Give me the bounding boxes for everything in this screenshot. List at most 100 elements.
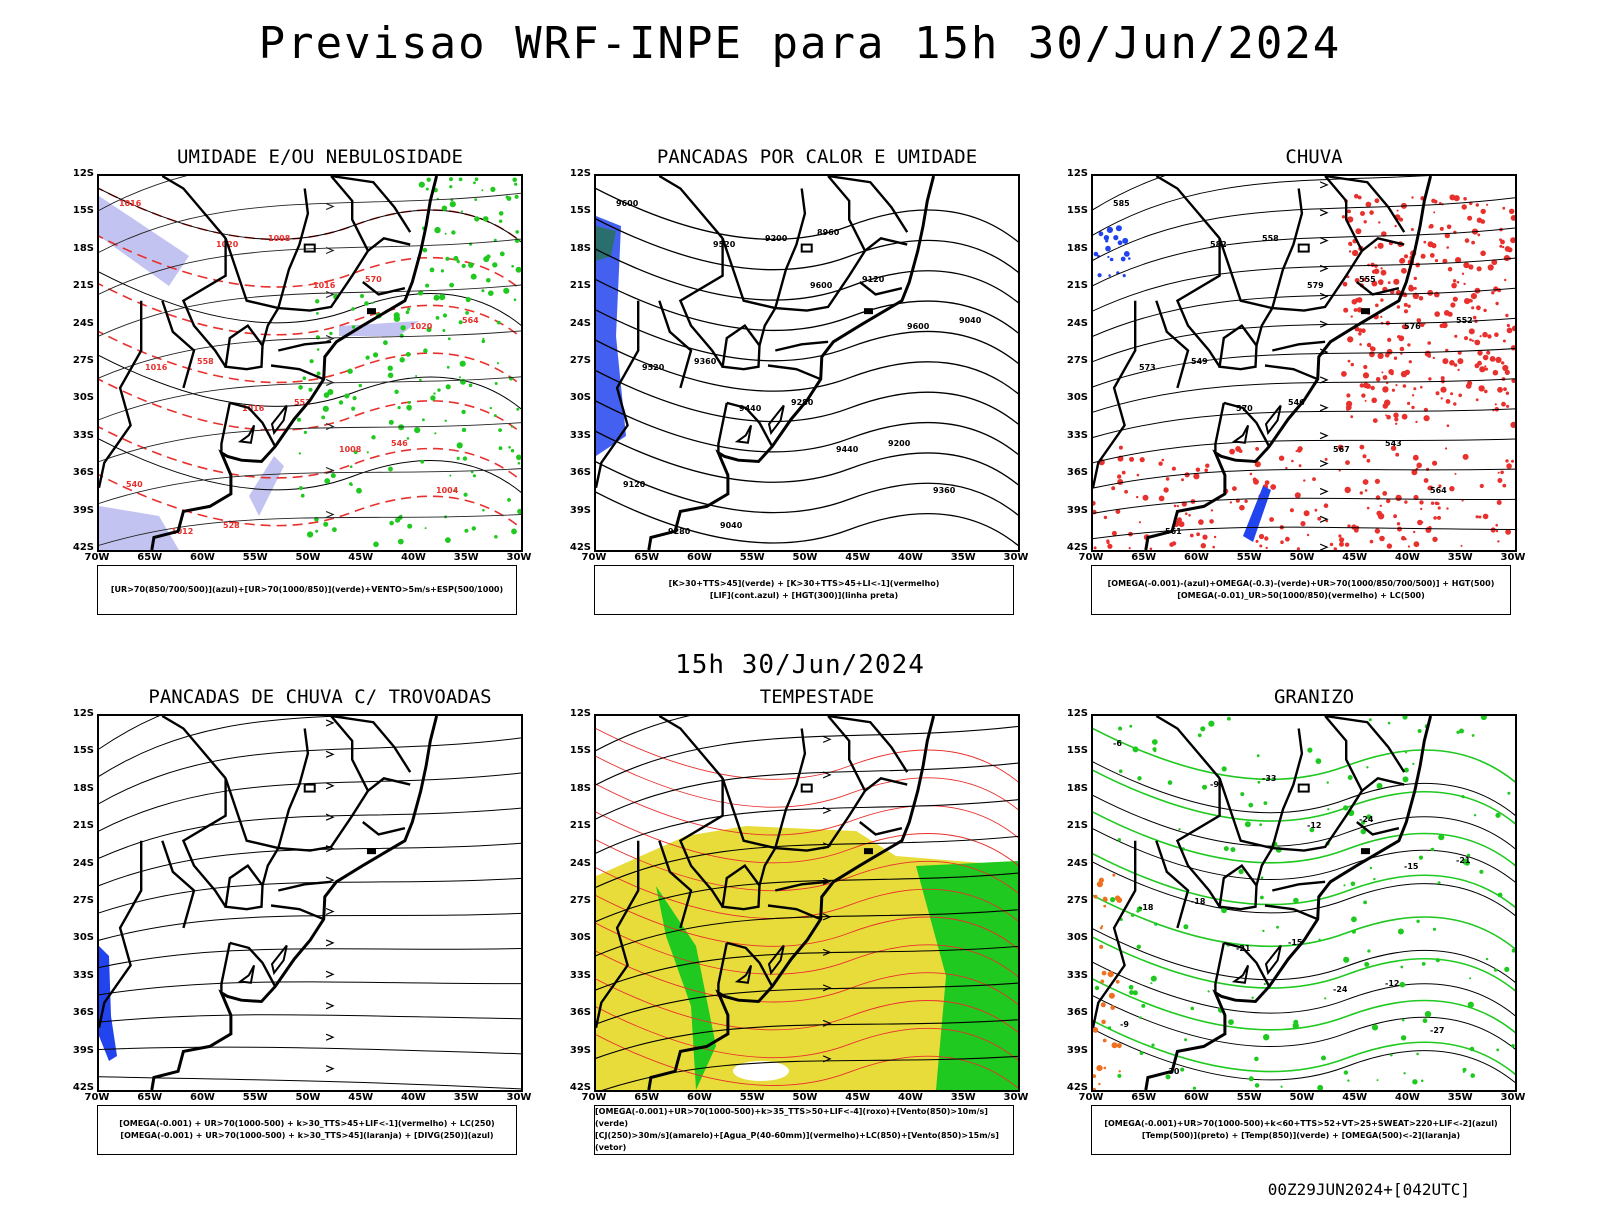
precip-cell [470, 470, 474, 474]
precip-cell [373, 541, 379, 548]
precip-cell [449, 185, 453, 189]
contour-label: 1016 [313, 281, 336, 290]
precip-cell [1292, 1022, 1299, 1029]
border-line [721, 323, 761, 371]
precip-cell [1511, 325, 1515, 332]
precip-cell [407, 406, 412, 411]
precip-cell [1101, 1019, 1106, 1025]
precip-cell [1138, 521, 1141, 524]
precip-cell [430, 395, 436, 401]
lagoon-outline [270, 404, 288, 436]
precip-cell [1132, 990, 1138, 996]
contour-label: -15 [1404, 862, 1419, 871]
contour-line [596, 839, 1018, 894]
precip-cell [1265, 546, 1268, 550]
latitude-tick-label: 18S [569, 782, 591, 794]
latitude-tick-label: 36S [72, 1007, 94, 1019]
precip-cell [1366, 814, 1372, 820]
precip-cell [1200, 543, 1206, 549]
longitude-tick-label: 30W [1500, 552, 1526, 563]
reservoir-mark [366, 308, 376, 315]
precip-cell [1362, 454, 1367, 459]
border-line [1271, 188, 1304, 309]
precip-cell [1370, 262, 1375, 267]
streamline [1093, 317, 1515, 363]
border-line [278, 716, 370, 852]
federal-district-mark [303, 243, 316, 253]
precip-cell [1205, 463, 1210, 468]
flow-arrow [1319, 237, 1329, 245]
precip-cell [1397, 335, 1401, 338]
longitude-tick-label: 65W [634, 552, 660, 563]
precip-cell [400, 325, 406, 331]
border-line [161, 716, 227, 780]
precip-cell [1180, 1067, 1185, 1072]
longitude-tick-label: 40W [898, 1092, 923, 1103]
precip-cell [516, 407, 520, 411]
precip-cell [1285, 536, 1290, 542]
longitude-tick-label: 35W [950, 552, 976, 563]
longitude-tick-label: 55W [739, 552, 765, 563]
latitude-tick-label: 21S [569, 820, 591, 832]
longitude-tick-label: 55W [1236, 1092, 1262, 1103]
humidity-area [99, 506, 179, 550]
longitude-tick-label: 65W [1131, 1092, 1157, 1103]
precip-cell [474, 198, 478, 201]
precip-cell [1461, 272, 1465, 275]
contour-line [596, 922, 1018, 978]
precip-cell [1413, 387, 1417, 391]
contour-label: 576 [1404, 322, 1421, 331]
border-line [774, 188, 807, 309]
precip-cell [1309, 827, 1315, 833]
contour-line [99, 438, 521, 494]
contour-label: 9040 [720, 521, 743, 530]
precip-cell [1379, 504, 1382, 507]
precip-cell [1229, 501, 1233, 504]
precip-cell [1276, 925, 1279, 929]
precip-cell [1111, 530, 1117, 536]
precip-cell [1422, 1018, 1428, 1024]
contour-label: -9 [1120, 1020, 1129, 1029]
border-line [161, 176, 227, 240]
precip-cell [1345, 460, 1350, 465]
precip-cell [1390, 371, 1394, 376]
flow-arrow [822, 948, 832, 956]
precip-cell [465, 311, 469, 315]
precip-cell [1399, 257, 1406, 264]
precip-cell [308, 387, 313, 392]
precip-cell [1376, 782, 1383, 789]
contour-label: -24 [1359, 815, 1374, 824]
precip-cell [1418, 855, 1424, 860]
border-line [717, 942, 728, 993]
precip-cell [1467, 1001, 1474, 1008]
precip-cell [1129, 724, 1133, 728]
precip-cell [397, 538, 404, 545]
latitude-tick-label: 27S [1066, 355, 1088, 366]
precip-cell [1427, 341, 1431, 345]
border-line [367, 776, 411, 792]
precip-cell [1454, 334, 1458, 338]
map-canvas [99, 716, 521, 1090]
precip-cell [1482, 354, 1489, 361]
border-line [1155, 300, 1190, 389]
precip-cell [1480, 716, 1487, 721]
precip-cell [1403, 302, 1408, 307]
precip-cell [1212, 545, 1215, 549]
flow-arrow [325, 1002, 335, 1010]
latitude-tick-label: 18S [1066, 782, 1088, 794]
streamline [596, 725, 1018, 786]
precip-cell [1501, 401, 1506, 407]
longitude-tick-label: 65W [137, 552, 163, 563]
precip-cell [1463, 197, 1467, 201]
longitude-tick-label: 70W [581, 1092, 607, 1103]
precip-cell [471, 526, 476, 531]
streamline [1093, 408, 1515, 439]
precip-cell [1354, 278, 1360, 283]
precip-cell [1105, 245, 1111, 252]
flow-arrow [1319, 404, 1329, 412]
precip-cell [437, 388, 441, 392]
precip-cell [1411, 394, 1415, 397]
precip-cell [303, 430, 307, 434]
precip-cell [1386, 414, 1391, 420]
precip-cell [1437, 881, 1441, 885]
